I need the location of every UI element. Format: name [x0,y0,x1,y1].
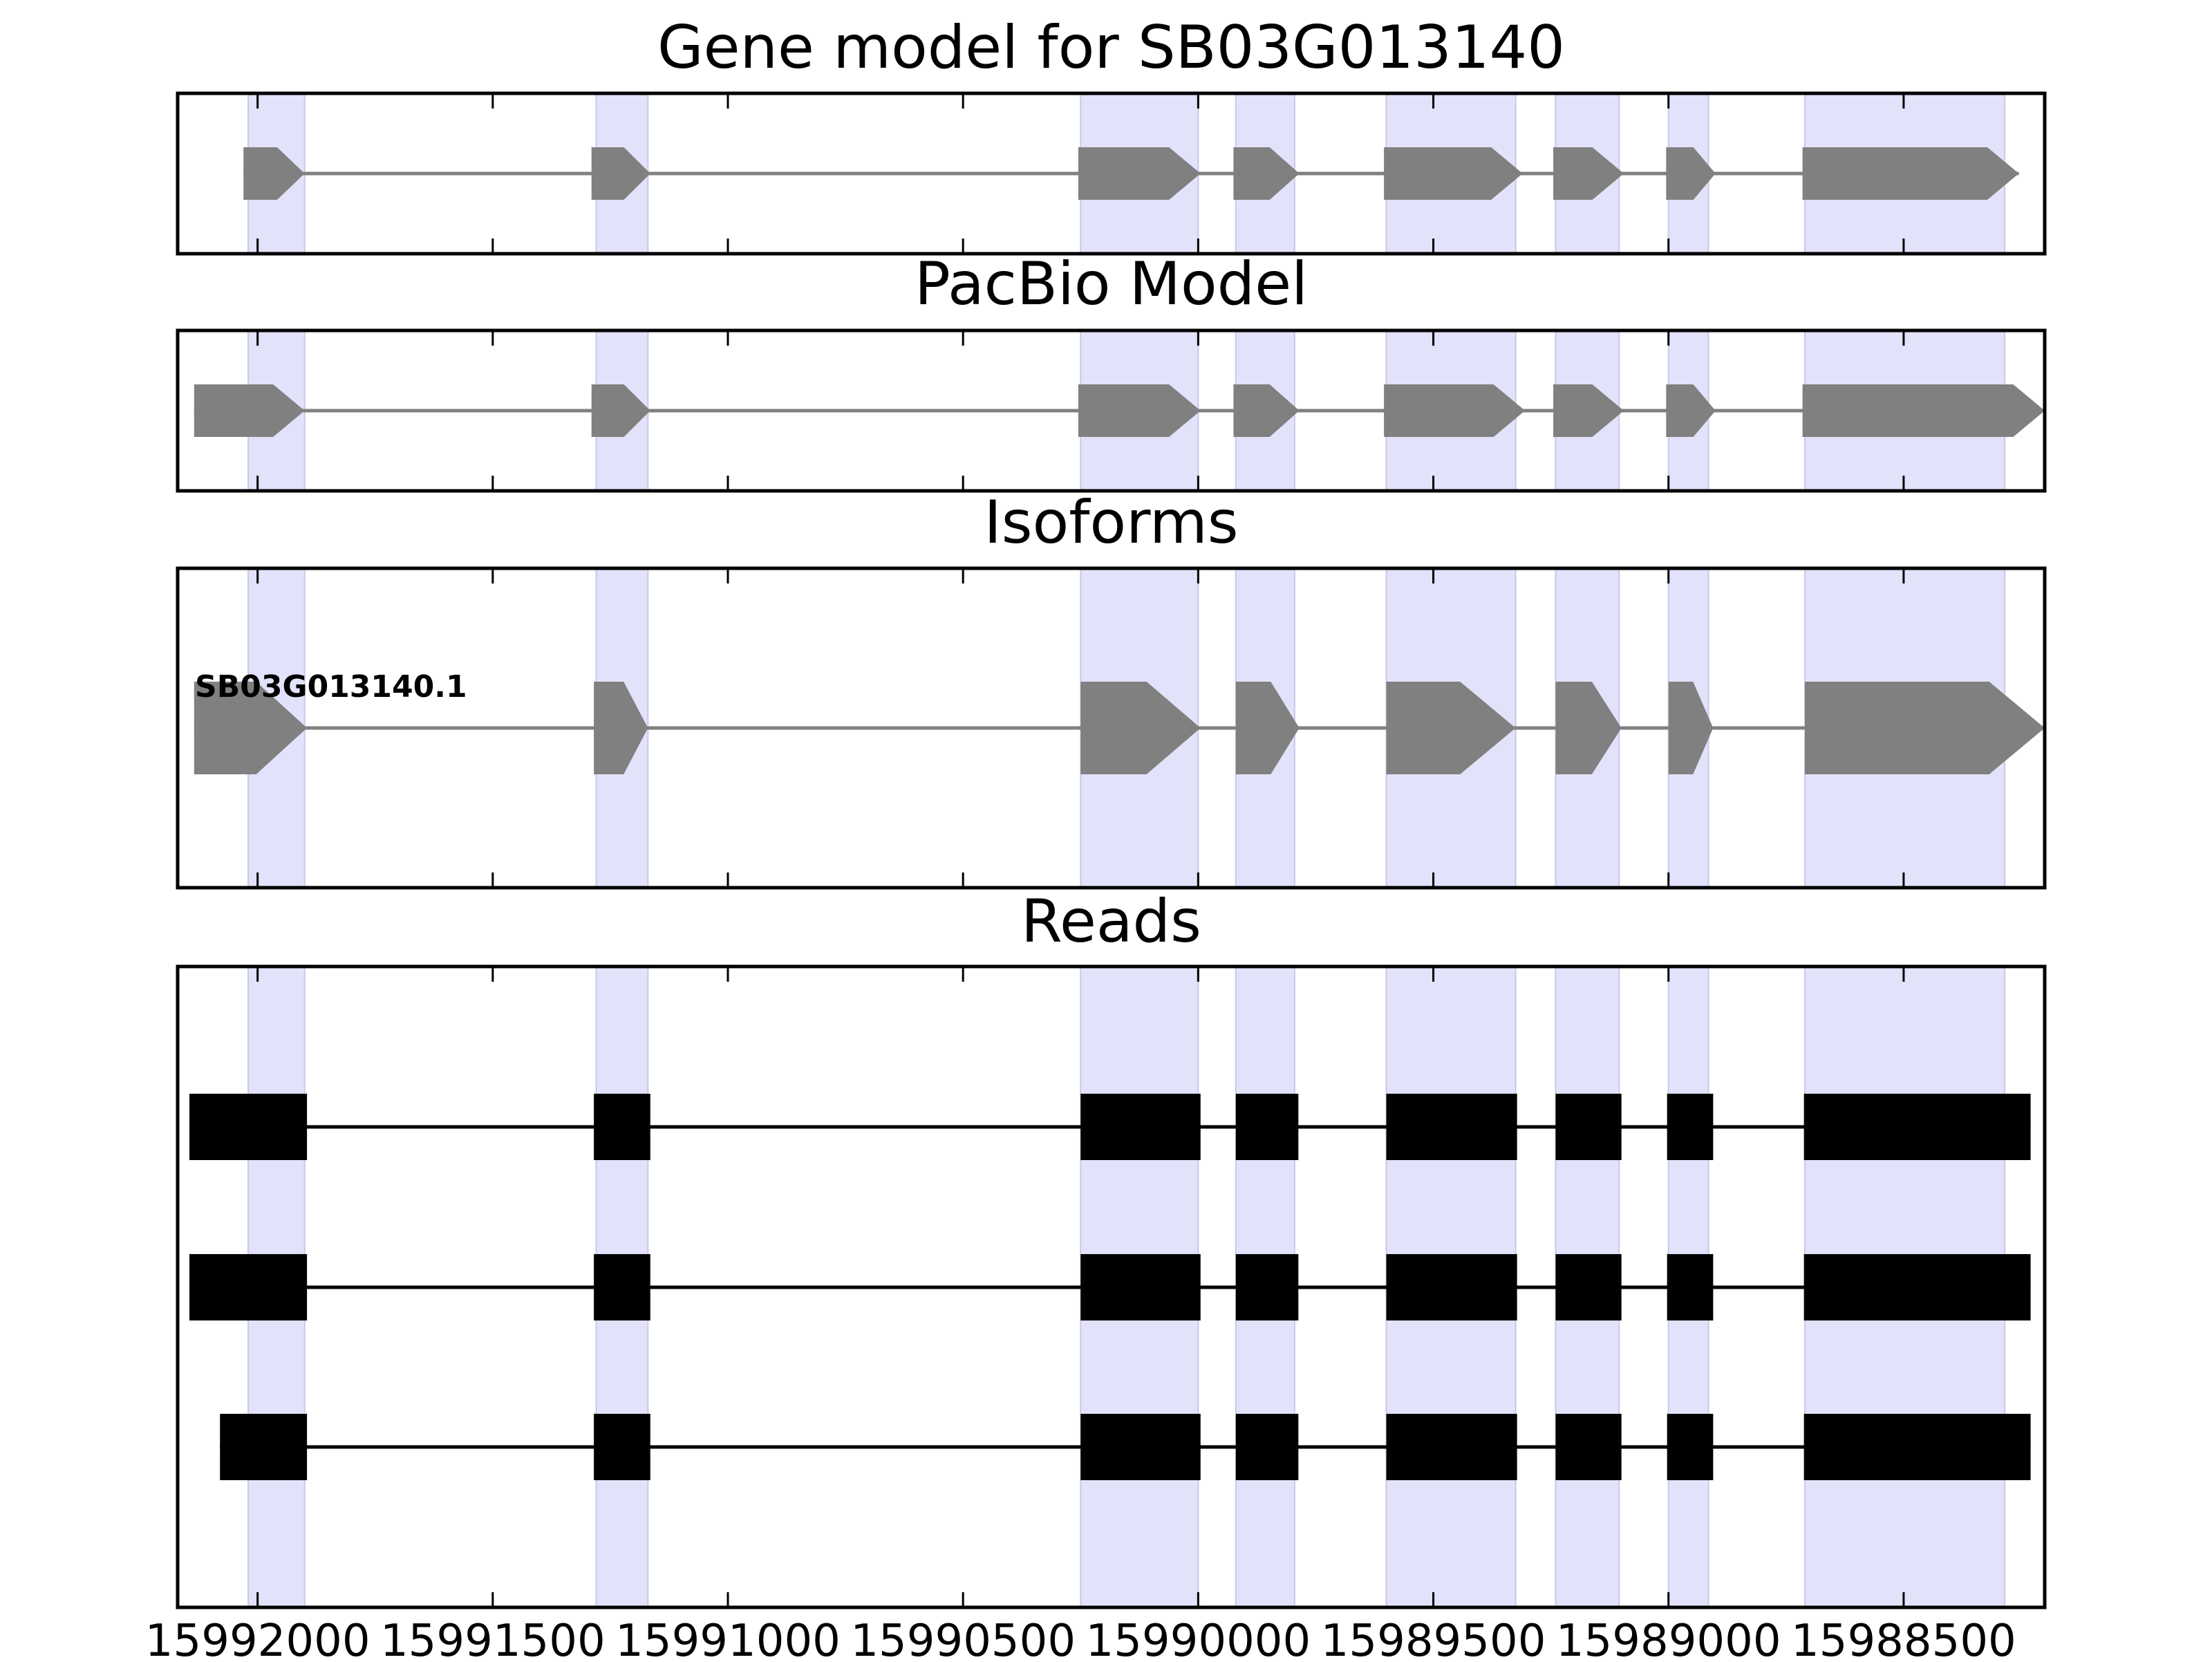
exon-arrow [1384,384,1526,437]
panel-3: Isoforms SB03G013140.1 [176,488,2047,890]
exon-arrow [594,682,648,774]
panel-frame [176,566,2047,890]
exon-arrow [1080,682,1201,774]
read-exon-block [1667,1254,1714,1320]
panel-title: PacBio Model [915,250,1308,319]
read-exon-block [189,1094,308,1160]
panel-1: Gene model for SB03G013140 [176,13,2047,256]
x-tick-label: 15990500 [850,1616,1076,1659]
read-exon-block [594,1254,650,1320]
exon-arrow [1805,682,2045,774]
panel-frame [176,91,2047,256]
exon-arrow [1555,682,1622,774]
x-tick-label: 15990000 [1085,1616,1311,1659]
exon-arrow [1802,147,2019,200]
exon-arrow [1668,682,1714,774]
panel-title: Gene model for SB03G013140 [657,13,1565,82]
read-exon-block [189,1254,308,1320]
read-exon-block [1555,1254,1622,1320]
exon-arrow [591,147,650,200]
exon-arrow [194,384,305,437]
read-exon-block [1803,1254,2031,1320]
panel-4: Reads [176,887,2047,1609]
x-tick-label: 15988500 [1791,1616,2016,1659]
x-tick-label: 15989500 [1321,1616,1546,1659]
read-exon-block [1386,1094,1517,1160]
exon-arrow [1078,147,1201,200]
exon-arrow [1553,384,1624,437]
read-exon-block [1080,1254,1201,1320]
panel-title: Reads [1021,887,1201,956]
exon-arrow [591,384,650,437]
read-exon-block [594,1094,650,1160]
exon-arrow [1802,384,2045,437]
exon-arrow [1384,147,1523,200]
exon-arrow [194,682,308,774]
isoform-label: SB03G013140.1 [195,669,467,704]
read-exon-block [1386,1414,1517,1480]
panel-frame [176,964,2047,1609]
read-exon-block [1386,1254,1517,1320]
exon-arrow [1553,147,1624,200]
exon-arrow [1386,682,1516,774]
read-exon-block [220,1414,308,1480]
exon-arrow [1233,147,1300,200]
exon-arrow [1235,682,1300,774]
exon-arrow [1078,384,1201,437]
read-exon-block [1080,1414,1201,1480]
read-exon-block [1555,1414,1622,1480]
x-tick-label: 15992000 [145,1616,371,1659]
panel-frame [176,328,2047,493]
read-exon-block [1803,1414,2031,1480]
exon-arrow [1233,384,1300,437]
x-tick-label: 15991500 [380,1616,606,1659]
read-exon-block [1667,1414,1714,1480]
read-exon-block [594,1414,650,1480]
panel-title: Isoforms [984,488,1238,557]
exon-arrow [1666,384,1716,437]
read-exon-block [1235,1094,1299,1160]
read-exon-block [1667,1094,1714,1160]
x-tick-label: 15989000 [1556,1616,1781,1659]
read-exon-block [1235,1254,1299,1320]
exon-arrow [243,147,305,200]
read-exon-block [1080,1094,1201,1160]
panel-2: PacBio Model [176,250,2047,493]
exon-arrow [1666,147,1716,200]
x-tick-label: 15991000 [615,1616,841,1659]
read-exon-block [1235,1414,1299,1480]
read-exon-block [1555,1094,1622,1160]
read-exon-block [1803,1094,2031,1160]
